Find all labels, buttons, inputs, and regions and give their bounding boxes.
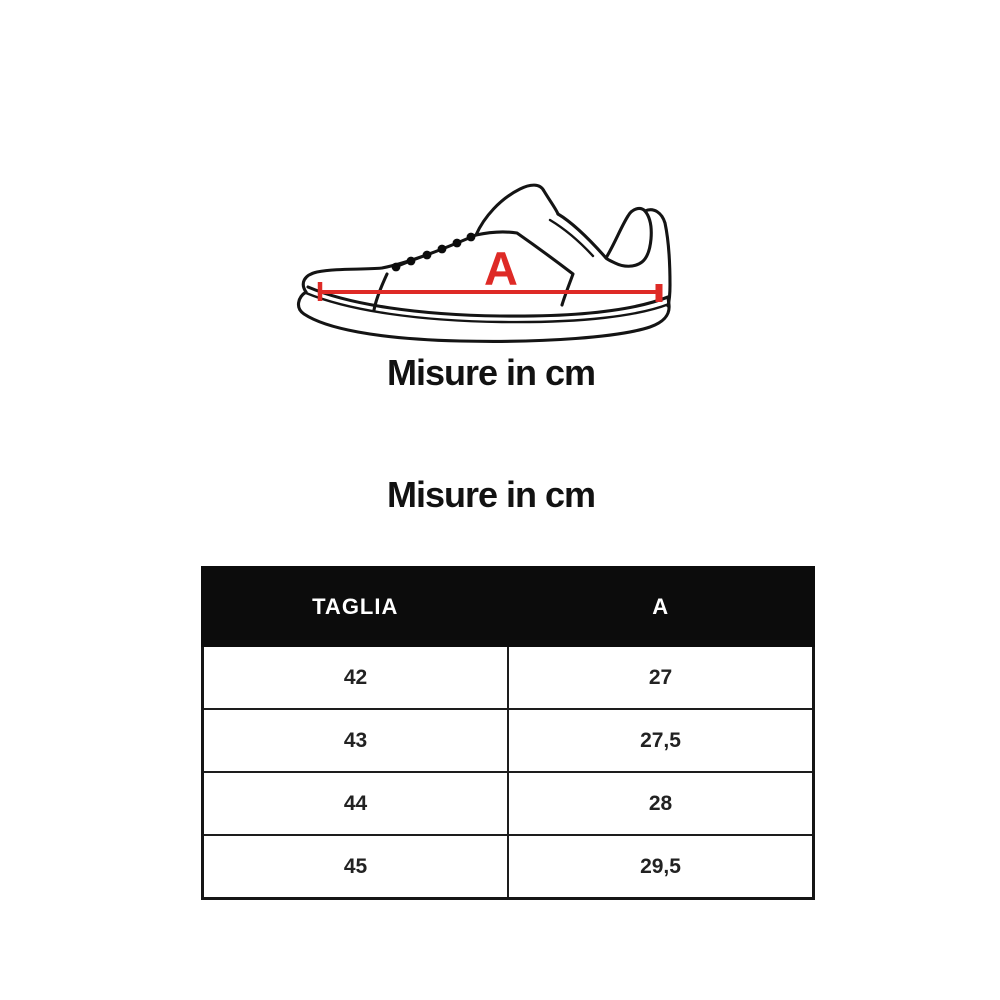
shoe-midsole-line-lower xyxy=(304,291,671,324)
size-cell: 43 xyxy=(201,708,509,773)
table-row: 43 27,5 xyxy=(201,708,815,773)
lace-dot xyxy=(466,232,476,242)
shoe-measure-diagram: A xyxy=(290,165,690,355)
lace-dot xyxy=(452,238,462,248)
measure-cell: 27 xyxy=(507,644,815,710)
shoe-heel-tab xyxy=(604,206,653,268)
shoe-collar-inner xyxy=(548,218,595,258)
shoe-upper-outline xyxy=(301,233,478,294)
lace-dot xyxy=(422,250,432,260)
size-chart-table: TAGLIA A 42 27 43 27,5 44 28 45 29,5 xyxy=(201,566,815,900)
size-cell: 42 xyxy=(201,644,509,710)
table-header-row: TAGLIA A xyxy=(201,566,815,647)
size-cell: 45 xyxy=(201,834,509,900)
size-cell: 44 xyxy=(201,771,509,836)
shoe-quarter-seam xyxy=(474,230,575,307)
column-header-taglia: TAGLIA xyxy=(201,566,510,647)
measure-cell: 28 xyxy=(507,771,815,836)
column-header-a: A xyxy=(506,566,815,647)
table-row: 44 28 xyxy=(201,771,815,836)
shoe-heel-back xyxy=(643,208,672,308)
diagram-caption: Misure in cm xyxy=(386,352,596,393)
table-row: 42 27 xyxy=(201,644,815,710)
measure-cell: 29,5 xyxy=(507,834,815,900)
shoe-midsole-line-upper xyxy=(306,285,670,318)
shoe-tongue xyxy=(474,183,560,237)
measurement-label: A xyxy=(484,242,518,295)
measure-cell: 27,5 xyxy=(507,708,815,773)
sneaker-line-art-icon: A xyxy=(297,183,672,343)
shoe-collar-outer xyxy=(556,212,608,260)
lace-dot xyxy=(406,256,416,266)
lace-dot xyxy=(437,244,447,254)
section-heading: Misure in cm xyxy=(386,474,596,515)
table-row: 45 29,5 xyxy=(201,834,815,900)
lace-dot xyxy=(391,262,401,272)
